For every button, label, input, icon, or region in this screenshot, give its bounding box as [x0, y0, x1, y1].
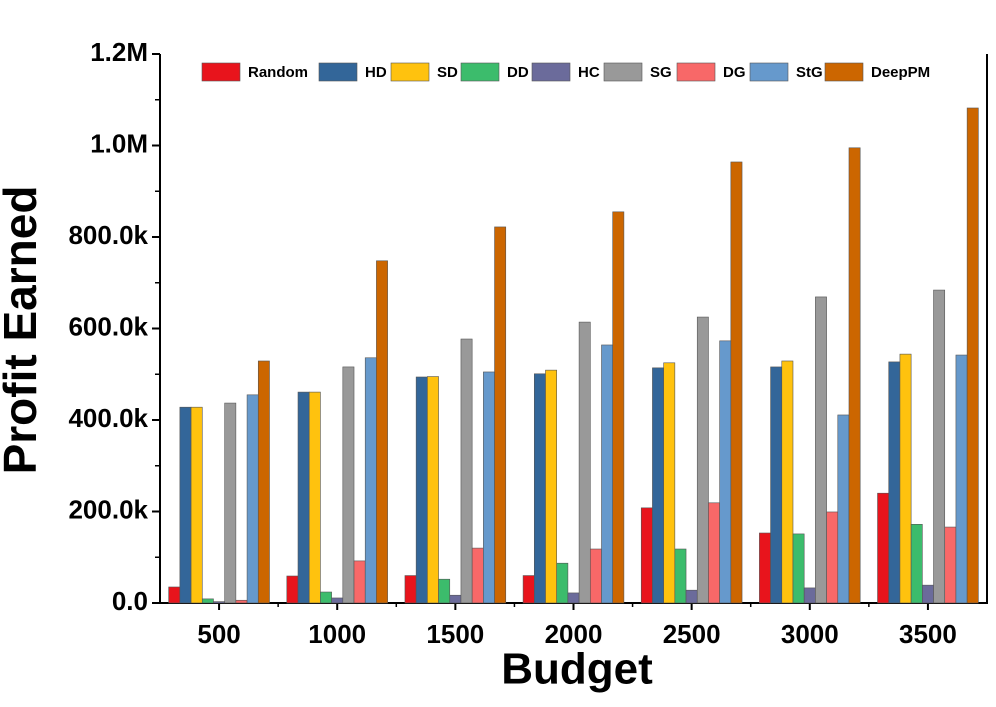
bar: [483, 371, 495, 604]
y-tick-label: 1.0M: [90, 128, 148, 158]
bar: [685, 589, 698, 604]
bar: [877, 492, 890, 604]
bar: [848, 147, 861, 604]
x-tick-label: 2000: [545, 619, 603, 649]
bar: [449, 594, 462, 604]
bar: [612, 211, 625, 604]
bar: [708, 502, 720, 604]
bar: [342, 366, 355, 604]
legend-label: SG: [650, 64, 672, 81]
legend-swatch: [460, 62, 500, 82]
bar: [770, 366, 783, 604]
bar: [297, 391, 310, 604]
legend-swatch: [390, 62, 430, 82]
bar: [190, 406, 203, 604]
bar: [404, 575, 417, 604]
bar: [899, 353, 912, 604]
bar: [235, 599, 248, 604]
bar: [578, 321, 591, 604]
legend-label: SD: [437, 64, 458, 81]
bar: [944, 526, 957, 604]
bar: [719, 340, 732, 604]
y-tick-label: 800.0k: [68, 220, 148, 250]
legend-label: DD: [507, 64, 529, 81]
x-axis-label: Budget: [501, 645, 653, 694]
legend-label: StG: [796, 64, 823, 81]
bar: [320, 591, 332, 604]
bar: [815, 296, 827, 604]
legend-swatch: [201, 62, 241, 82]
bar: [246, 394, 259, 604]
bar: [759, 532, 771, 604]
bar: [331, 597, 344, 604]
bar: [308, 391, 321, 604]
bar: [364, 357, 377, 604]
bar: [257, 360, 270, 604]
bar: [674, 548, 687, 604]
bar: [803, 587, 816, 604]
bar: [837, 414, 850, 604]
bar: [213, 601, 225, 604]
bar: [567, 592, 580, 604]
legend-label: Random: [248, 64, 308, 81]
bar: [663, 362, 676, 604]
bar: [533, 373, 546, 604]
legend-swatch: [676, 62, 716, 82]
bar: [353, 560, 366, 604]
bar: [286, 575, 299, 604]
bar: [601, 344, 613, 604]
bar: [201, 598, 214, 604]
bar: [888, 361, 901, 604]
x-tick-label: 500: [197, 619, 240, 649]
y-tick-label: 200.0k: [68, 494, 148, 524]
bar: [966, 107, 979, 604]
bar: [922, 584, 934, 604]
x-tick-label: 3000: [781, 619, 839, 649]
bar: [494, 226, 507, 604]
x-tick-label: 2500: [663, 619, 721, 649]
bar: [589, 548, 602, 604]
legend-label: HC: [578, 64, 600, 81]
y-axis-label: Profit Earned: [0, 186, 46, 475]
bar: [652, 367, 664, 604]
legend-label: DG: [723, 64, 746, 81]
bar: [522, 575, 535, 604]
bar: [955, 354, 968, 604]
bar: [168, 586, 181, 604]
y-tick-label: 600.0k: [68, 311, 148, 341]
legend-swatch: [318, 62, 358, 82]
bar: [730, 161, 743, 604]
y-tick-label: 1.2M: [90, 37, 148, 67]
x-tick-label: 1000: [308, 619, 366, 649]
legend-swatch: [531, 62, 571, 82]
bar: [781, 360, 794, 604]
y-tick-label: 0.0: [112, 586, 148, 616]
x-tick-label: 1500: [426, 619, 484, 649]
bar: [545, 369, 557, 604]
legend-swatch: [603, 62, 643, 82]
legend-swatch: [824, 62, 864, 82]
bar: [224, 402, 237, 604]
bar: [415, 376, 428, 604]
bar: [696, 316, 709, 604]
bar: [556, 562, 569, 604]
legend-label: HD: [365, 64, 387, 81]
bar: [460, 338, 473, 604]
bar: [792, 533, 805, 604]
bar: [179, 406, 192, 604]
y-tick-label: 400.0k: [68, 403, 148, 433]
legend-label: DeepPM: [871, 64, 930, 81]
bar: [427, 376, 439, 604]
bar: [910, 524, 923, 604]
bar: [933, 289, 946, 604]
bar: [376, 260, 388, 604]
x-tick-label: 3500: [899, 619, 957, 649]
bar: [640, 507, 653, 604]
bar: [471, 547, 484, 604]
bar: [438, 578, 451, 604]
legend-swatch: [749, 62, 789, 82]
bar: [826, 511, 839, 604]
